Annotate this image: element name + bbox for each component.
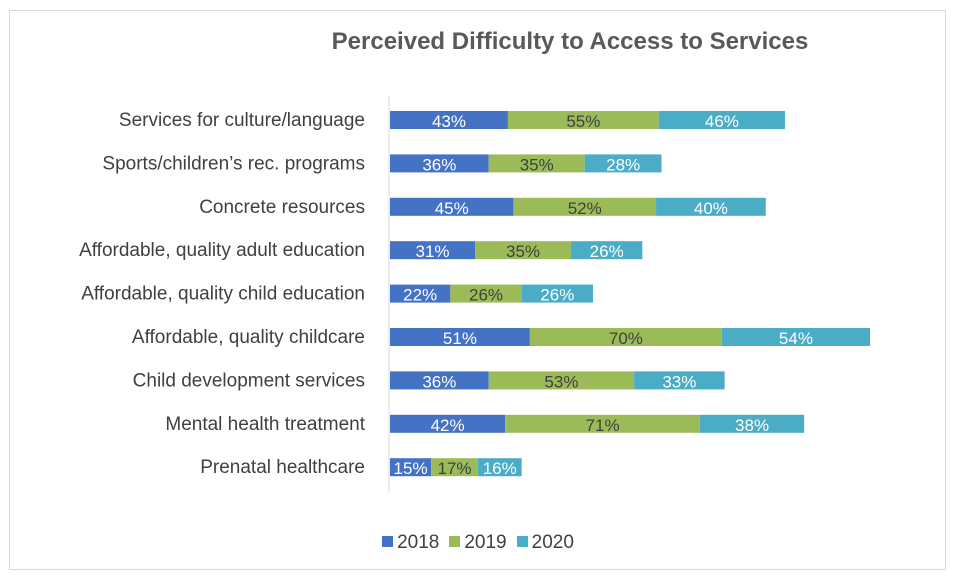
bar-2019 — [507, 111, 659, 129]
bar-2019 — [450, 284, 522, 303]
bar-2019 — [488, 154, 585, 173]
bar-2020 — [658, 111, 785, 129]
legend-swatch — [449, 536, 461, 547]
data-label: 33% — [662, 372, 696, 391]
bar-2018 — [390, 328, 530, 346]
category-label: Services for culture/language — [119, 110, 365, 131]
bar-2020 — [584, 154, 662, 173]
bar-2019 — [529, 328, 722, 346]
data-label: 36% — [422, 372, 456, 391]
data-label: 26% — [590, 242, 624, 261]
data-label: 45% — [435, 199, 469, 218]
data-label: 42% — [431, 416, 465, 435]
data-label: 26% — [469, 286, 503, 305]
legend-label: 2019 — [464, 532, 507, 553]
data-label: 35% — [520, 155, 554, 174]
legend-item-2020: 2020 — [516, 532, 574, 554]
data-label: 28% — [606, 155, 640, 174]
data-label: 35% — [506, 242, 540, 261]
data-label: 16% — [483, 459, 517, 478]
bar-2019 — [505, 414, 700, 433]
data-label: 70% — [609, 329, 643, 348]
bar-2020 — [656, 197, 766, 216]
bar-2019 — [488, 371, 635, 390]
bar-2020 — [721, 328, 870, 346]
category-label: Concrete resources — [199, 197, 365, 218]
data-label: 15% — [394, 459, 428, 478]
bar-2020 — [699, 414, 805, 433]
data-label: 26% — [540, 286, 574, 305]
data-label: 17% — [437, 459, 471, 478]
bar-2020 — [571, 241, 643, 260]
data-label: 46% — [705, 112, 739, 131]
bar-2018 — [390, 414, 506, 433]
chart-title: Perceived Difficulty to Access to Servic… — [331, 28, 809, 55]
bar-2018 — [390, 197, 514, 216]
category-label: Sports/children’s rec. programs — [102, 153, 365, 174]
category-label: Affordable, quality childcare — [132, 327, 365, 348]
bar-2020 — [477, 458, 522, 477]
bar-2018 — [390, 154, 489, 173]
legend-item-2018: 2018 — [382, 532, 439, 554]
bar-2020 — [521, 284, 593, 303]
chart-legend: 2018 2019 2020 — [0, 532, 956, 554]
data-label: 71% — [586, 416, 620, 435]
data-label: 36% — [422, 155, 456, 174]
data-label: 55% — [566, 112, 600, 131]
bar-2019 — [475, 241, 572, 260]
category-label: Affordable, quality child education — [81, 284, 365, 305]
bar-2018 — [390, 371, 489, 390]
data-label: 40% — [694, 199, 728, 218]
data-label: 54% — [779, 329, 813, 348]
category-label: Affordable, quality adult education — [79, 240, 365, 261]
bar-2018 — [390, 111, 508, 129]
legend-label: 2020 — [531, 532, 574, 553]
legend-swatch — [516, 536, 528, 547]
data-label: 38% — [735, 416, 769, 435]
category-label: Prenatal healthcare — [200, 457, 365, 478]
bar-2018 — [390, 458, 432, 477]
bar-2018 — [390, 241, 476, 260]
category-label: Mental health treatment — [165, 414, 365, 435]
data-label: 43% — [432, 112, 466, 131]
category-label: Child development services — [133, 370, 365, 391]
data-label: 22% — [403, 286, 437, 305]
data-label: 31% — [415, 242, 449, 261]
data-label: 51% — [443, 329, 477, 348]
bar-2019 — [431, 458, 478, 477]
legend-label: 2018 — [397, 532, 440, 553]
legend-swatch — [382, 536, 394, 547]
data-label: 53% — [544, 372, 578, 391]
bar-2020 — [634, 371, 725, 390]
data-label: 52% — [568, 199, 602, 218]
legend-item-2019: 2019 — [449, 532, 507, 554]
bar-2018 — [390, 284, 451, 303]
bar-2019 — [513, 197, 657, 216]
